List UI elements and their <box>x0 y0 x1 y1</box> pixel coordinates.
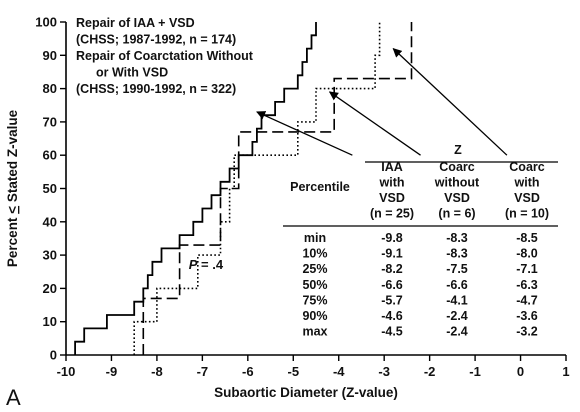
y-tick-label: 60 <box>43 148 57 163</box>
table-cell: -6.3 <box>516 278 538 292</box>
p-value-letter: P <box>189 257 198 272</box>
table-cell: -8.5 <box>516 231 538 245</box>
table-cell: -6.6 <box>381 278 403 292</box>
table-row-label: max <box>302 325 327 339</box>
x-tick-label: -5 <box>287 364 299 379</box>
table-cell: -2.4 <box>446 325 468 339</box>
x-tick-label: -3 <box>378 364 390 379</box>
x-tick-label: -6 <box>242 364 254 379</box>
table-cell: -4.6 <box>381 309 403 323</box>
y-axis-label: Percent < Stated Z-value <box>5 109 20 267</box>
x-tick-label: -1 <box>469 364 481 379</box>
table-cell: -6.6 <box>446 278 468 292</box>
table-column-header: Coarc <box>439 160 474 174</box>
series-line <box>142 22 413 355</box>
x-tick-label: -2 <box>424 364 436 379</box>
legend-line: Repair of IAA + VSD <box>76 16 195 30</box>
x-tick-label: -10 <box>57 364 76 379</box>
p-value-annotation: P = .4 <box>189 257 224 272</box>
table-column-header: (n = 25) <box>370 207 414 221</box>
table-column-header: with <box>514 176 540 190</box>
pointer-arrow <box>392 48 508 156</box>
table-row-header: Percentile <box>290 180 350 194</box>
y-tick-label: 50 <box>43 181 57 196</box>
legend-line: (CHSS; 1990-1992, n = 322) <box>76 82 236 96</box>
table-cell: -5.7 <box>381 293 403 307</box>
table-cell: -2.4 <box>446 309 468 323</box>
pointer-arrow <box>256 111 353 156</box>
table-column-header: with <box>379 176 405 190</box>
y-tick-label: 70 <box>43 114 57 129</box>
table-row-label: 90% <box>302 309 327 323</box>
table-cell: -4.1 <box>446 293 468 307</box>
table-column-header: VSD <box>444 191 470 205</box>
table-row-label: 50% <box>302 278 327 292</box>
arrows-group <box>256 48 508 156</box>
y-tick-label: 10 <box>43 314 57 329</box>
table-row-label: 75% <box>302 293 327 307</box>
table-cell: -4.5 <box>381 325 403 339</box>
y-axis-label-part: Percent <box>5 214 20 267</box>
table-cell: -3.6 <box>516 309 538 323</box>
x-axis-label: Subaortic Diameter (Z-value) <box>214 385 398 400</box>
panel-letter: A <box>6 385 21 410</box>
table-cell: -4.7 <box>516 293 538 307</box>
x-tick-label: -8 <box>151 364 163 379</box>
legend-line: (CHSS; 1987-1992, n = 174) <box>76 33 236 47</box>
y-tick-label: 40 <box>43 214 57 229</box>
x-tick-label: -9 <box>106 364 118 379</box>
x-tick-label: 1 <box>562 364 569 379</box>
table-row-label: 10% <box>302 247 327 261</box>
p-value-number: = .4 <box>197 257 223 272</box>
table-cell: -8.3 <box>446 231 468 245</box>
table-row-label: 25% <box>302 262 327 276</box>
x-tick-label: -7 <box>197 364 209 379</box>
table-cell: -8.2 <box>381 262 403 276</box>
table-row-label: min <box>304 231 326 245</box>
axes <box>60 21 567 361</box>
y-tick-label: 90 <box>43 48 57 63</box>
y-axis-label-part: Stated Z-value <box>5 109 20 206</box>
series-group <box>74 22 413 355</box>
table-cell: -8.3 <box>446 247 468 261</box>
table-column-header: without <box>434 176 480 190</box>
y-tick-label: 80 <box>43 81 57 96</box>
table-cell: -7.5 <box>446 262 468 276</box>
table-group-header: Z <box>454 143 462 157</box>
legend-line: Repair of Coarctation Without <box>76 49 254 63</box>
legend: Repair of IAA + VSD (CHSS; 1987-1992, n =… <box>76 16 254 96</box>
table-cell: -7.1 <box>516 262 538 276</box>
y-tick-label: 0 <box>50 348 57 363</box>
x-tick-label: 0 <box>517 364 524 379</box>
legend-line: or With VSD <box>96 66 168 80</box>
table-cell: -8.0 <box>516 247 538 261</box>
table-column-header: VSD <box>379 191 405 205</box>
pointer-arrow <box>328 91 421 156</box>
x-tick-label: -4 <box>333 364 345 379</box>
table-cell: -9.8 <box>381 231 403 245</box>
table-column-header: VSD <box>514 191 540 205</box>
y-tick-label: 20 <box>43 281 57 296</box>
table-column-header: IAA <box>381 160 403 174</box>
y-tick-label: 100 <box>35 15 57 30</box>
table-cell: -3.2 <box>516 325 538 339</box>
table-column-header: (n = 10) <box>505 207 549 221</box>
table-cell: -9.1 <box>381 247 403 261</box>
y-tick-label: 30 <box>43 248 57 263</box>
table-column-header: (n = 6) <box>438 207 475 221</box>
table-column-header: Coarc <box>509 160 544 174</box>
y-axis-label-part: < <box>5 206 20 214</box>
series-line <box>133 22 381 355</box>
